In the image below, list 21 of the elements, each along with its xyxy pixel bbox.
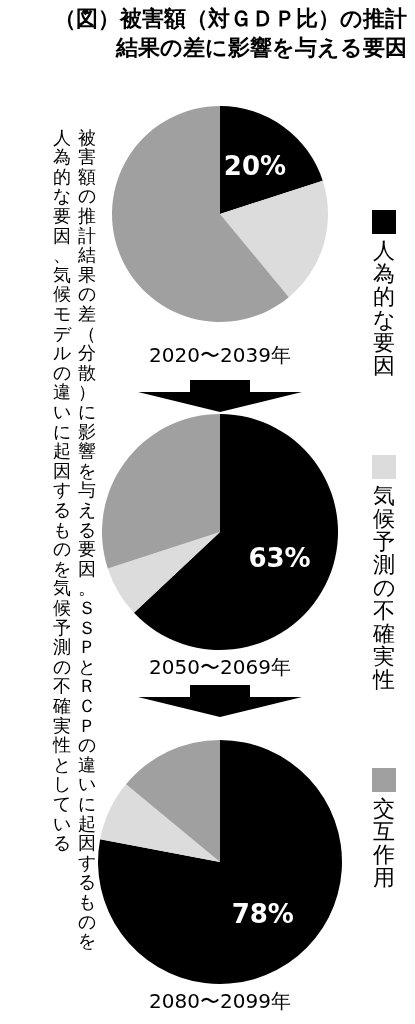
pie-slice [107,532,220,613]
data-label: 20% [223,150,287,181]
text: 2050〜2069年 [149,655,291,679]
text: 人為的な要因、気候モデルの違いに起因するものを気候予測の不確実性としている [53,126,71,854]
legend-label: 人為的な要因 [372,238,396,378]
pie-slice [220,106,323,214]
pie-slice [98,740,342,984]
legend-label: 交互作用 [372,796,395,890]
text: 2080〜2099年 [149,989,291,1013]
pie-slice [126,740,220,862]
pie-slice [100,784,220,862]
text: 2020〜2039年 [149,343,291,367]
pie-slice [220,180,328,298]
chart-title: （図）被害額（対ＧＤＰ比）の推計結果の差に影響を与える要因 [53,5,407,62]
pie-slice [133,414,338,650]
data-label: 63% [248,542,311,573]
data-label: 78% [231,898,294,929]
text: 被害額の推計結果の差（分散）に影響を与える要因。ＳＳＰとＲＣＰの違いに起因するものを [78,126,96,952]
category-label: 気候予測の不確実性 [372,483,396,692]
pie-slice [102,414,220,569]
pie-slice [112,106,289,322]
